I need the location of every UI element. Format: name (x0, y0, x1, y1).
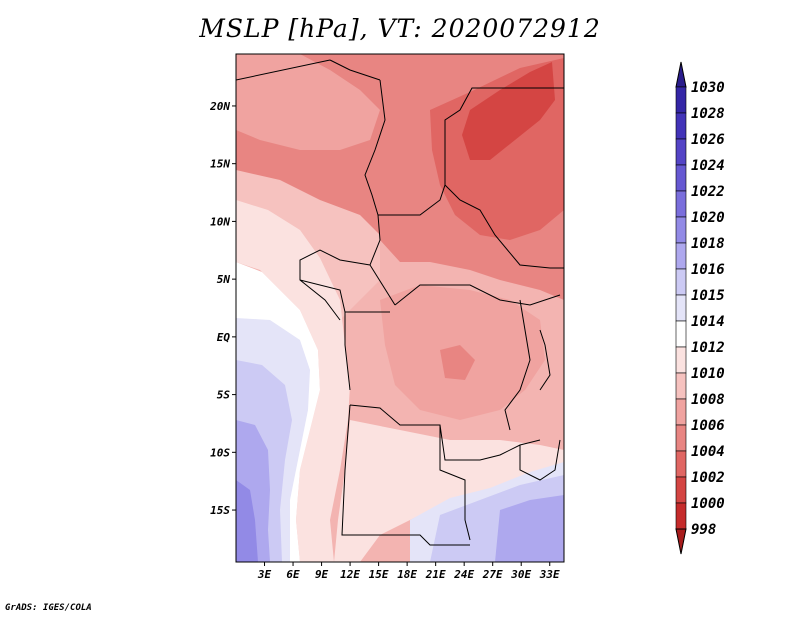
colorbar-bin (675, 294, 687, 322)
lon-label: 18E (397, 568, 417, 581)
colorbar-bin (675, 164, 687, 192)
colorbar-label: 1015 (691, 288, 725, 304)
latitude-labels: 20N 15N 10N 5N EQ 5S 10S 15S (209, 100, 230, 517)
colorbar-bin (675, 112, 687, 140)
border-lines-north (236, 59, 564, 269)
field-kalahari-1018 (495, 495, 564, 562)
grads-credit: GrADS: IGES/COLA (5, 603, 92, 613)
lon-label: 21E (425, 568, 446, 581)
lat-label: 10S (210, 446, 230, 459)
colorbar-label: 1002 (691, 470, 725, 486)
lat-label: 20N (209, 100, 230, 113)
lat-label: 5N (217, 273, 231, 286)
lon-label: 33E (539, 568, 560, 581)
colorbar-label: 1024 (691, 158, 725, 174)
lon-label: 27E (482, 568, 503, 581)
lon-label: 24E (453, 568, 474, 581)
lat-label: EQ (217, 331, 231, 344)
colorbar-bin (675, 190, 687, 218)
lon-label: 30E (510, 568, 531, 581)
colorbar-bin (675, 372, 687, 400)
colorbar-bin (675, 320, 687, 348)
colorbar-label: 1026 (691, 132, 725, 148)
colorbar-label: 1006 (691, 418, 725, 434)
colorbar-label: 1010 (691, 366, 725, 382)
colorbar-bin (675, 424, 687, 452)
colorbar-bin (675, 86, 687, 114)
lon-label: 6E (286, 568, 300, 581)
colorbar-bin (675, 450, 687, 478)
map-frame (235, 53, 565, 563)
border-lines-lakes (504, 299, 551, 431)
lon-label: 9E (315, 568, 329, 581)
lon-label: 12E (340, 568, 360, 581)
field-thermal-low (462, 62, 555, 160)
lon-label: 3E (257, 568, 272, 581)
map-title: MSLP [hPa], VT: 2020072912 (199, 14, 601, 43)
colorbar-label: 1004 (691, 444, 725, 460)
lat-label: 10N (210, 215, 230, 228)
colorbar-label: 1008 (691, 392, 725, 408)
colorbar-label: 1000 (691, 496, 725, 512)
colorbar-label: 1018 (691, 236, 725, 252)
lat-label: 15N (210, 158, 230, 171)
colorbar-bin (675, 476, 687, 504)
colorbar-bin (675, 398, 687, 426)
colorbar-bin (675, 268, 687, 296)
field-congo-spot (440, 345, 475, 380)
colorbar-label: 1030 (691, 80, 725, 96)
colorbar-label: 1012 (691, 340, 725, 356)
colorbar-label: 1016 (691, 262, 725, 278)
pressure-field (236, 54, 564, 562)
colorbar-label: 1014 (691, 314, 725, 330)
axis-ticks (232, 105, 551, 566)
field-southern-band (334, 420, 564, 562)
colorbar (675, 61, 687, 555)
colorbar-top-arrow (675, 61, 687, 88)
lon-label: 15E (369, 568, 389, 581)
field-ocean-1022 (236, 480, 258, 562)
lat-label: 5S (217, 389, 231, 402)
longitude-labels: 3E 6E 9E 12E 15E 18E 21E 24E 27E 30E 33E (257, 568, 560, 581)
colorbar-bin (675, 216, 687, 244)
lat-label: 15S (210, 504, 230, 517)
colorbar-labels: 1030 1028 1026 1024 1022 1020 1018 1016 1015 1014… (691, 80, 725, 538)
border-lines-south (341, 404, 561, 546)
field-west-coast-light (236, 200, 350, 562)
colorbar-bin (675, 502, 687, 530)
colorbar-bin (675, 346, 687, 374)
colorbar-label: 1022 (691, 184, 725, 200)
colorbar-label: 998 (691, 522, 716, 538)
colorbar-label: 1020 (691, 210, 725, 226)
colorbar-bin (675, 242, 687, 270)
field-north-west-light (236, 54, 380, 150)
border-lines-central (299, 214, 561, 391)
colorbar-label: 1028 (691, 106, 725, 122)
colorbar-bin (675, 138, 687, 166)
country-borders (236, 59, 564, 546)
colorbar-bottom-arrow (675, 528, 687, 555)
